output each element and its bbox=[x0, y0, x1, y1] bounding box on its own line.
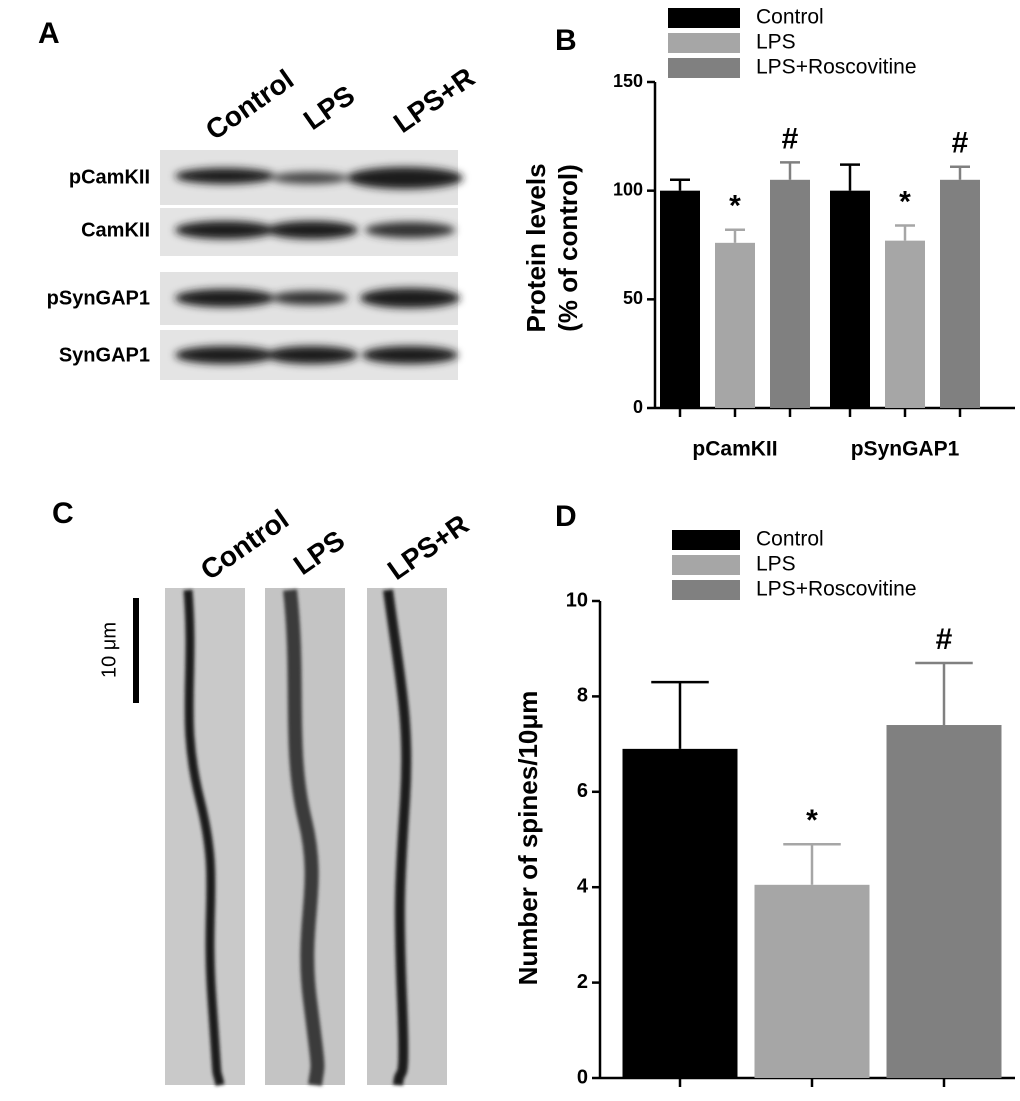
bar bbox=[622, 748, 738, 1078]
legend-swatch bbox=[672, 530, 740, 550]
significance-marker: * bbox=[806, 804, 818, 837]
lane-label: Control bbox=[200, 63, 299, 145]
significance-marker: # bbox=[782, 122, 799, 155]
lane-label: LPS bbox=[298, 79, 360, 136]
row-label: CamKII bbox=[81, 219, 150, 241]
legend-label: Control bbox=[756, 528, 824, 551]
y-tick-label: 50 bbox=[623, 288, 643, 308]
legend-label: LPS bbox=[756, 553, 796, 576]
bar bbox=[886, 725, 1002, 1078]
lane-label: LPS+R bbox=[388, 61, 480, 139]
y-tick-label: 10 bbox=[566, 589, 588, 611]
lane-label: Control bbox=[195, 503, 294, 585]
bar bbox=[660, 190, 700, 408]
scale-label: 10 μm bbox=[98, 622, 120, 678]
legend-swatch bbox=[672, 555, 740, 575]
bar bbox=[830, 190, 870, 408]
y-tick-label: 100 bbox=[613, 179, 643, 199]
y-tick-label: 0 bbox=[577, 1066, 588, 1088]
panel-letter: B bbox=[555, 24, 577, 57]
bar bbox=[940, 179, 980, 408]
y-axis-label: (% of control) bbox=[553, 164, 583, 332]
bar bbox=[754, 884, 870, 1078]
y-tick-label: 150 bbox=[613, 71, 643, 91]
legend-label: LPS+Roscovitine bbox=[756, 56, 917, 79]
significance-marker: # bbox=[936, 623, 953, 656]
y-tick-label: 2 bbox=[577, 971, 588, 993]
y-tick-label: 0 bbox=[633, 397, 643, 417]
bar bbox=[770, 179, 810, 408]
lane-label: LPS bbox=[288, 524, 350, 581]
legend-label: LPS+Roscovitine bbox=[756, 578, 917, 601]
lane-label: LPS+R bbox=[382, 508, 474, 586]
x-tick-label: pSynGAP1 bbox=[851, 438, 960, 461]
bar bbox=[715, 242, 755, 408]
legend-swatch bbox=[668, 58, 740, 78]
y-axis-label: Protein levels bbox=[521, 163, 551, 332]
significance-marker: * bbox=[899, 185, 911, 218]
legend-label: LPS bbox=[756, 31, 796, 54]
legend-swatch bbox=[668, 33, 740, 53]
x-tick-label: pCamKII bbox=[692, 438, 777, 461]
legend-swatch bbox=[672, 580, 740, 600]
y-tick-label: 6 bbox=[577, 780, 588, 802]
row-label: pCamKII bbox=[69, 166, 150, 188]
legend-swatch bbox=[668, 8, 740, 28]
legend-label: Control bbox=[756, 6, 824, 29]
y-tick-label: 4 bbox=[577, 875, 589, 897]
panel-letter: C bbox=[52, 497, 74, 530]
panel-letter: D bbox=[555, 500, 577, 533]
panel-letter: A bbox=[38, 17, 60, 50]
y-tick-label: 8 bbox=[577, 685, 588, 707]
micrograph-image bbox=[165, 588, 447, 1086]
significance-marker: # bbox=[952, 127, 969, 160]
y-axis-label: Number of spines/10μm bbox=[513, 691, 543, 986]
significance-marker: * bbox=[729, 190, 741, 223]
blot-image bbox=[160, 150, 463, 380]
row-label: SynGAP1 bbox=[59, 344, 150, 366]
bar bbox=[885, 240, 925, 408]
row-label: pSynGAP1 bbox=[47, 287, 150, 309]
